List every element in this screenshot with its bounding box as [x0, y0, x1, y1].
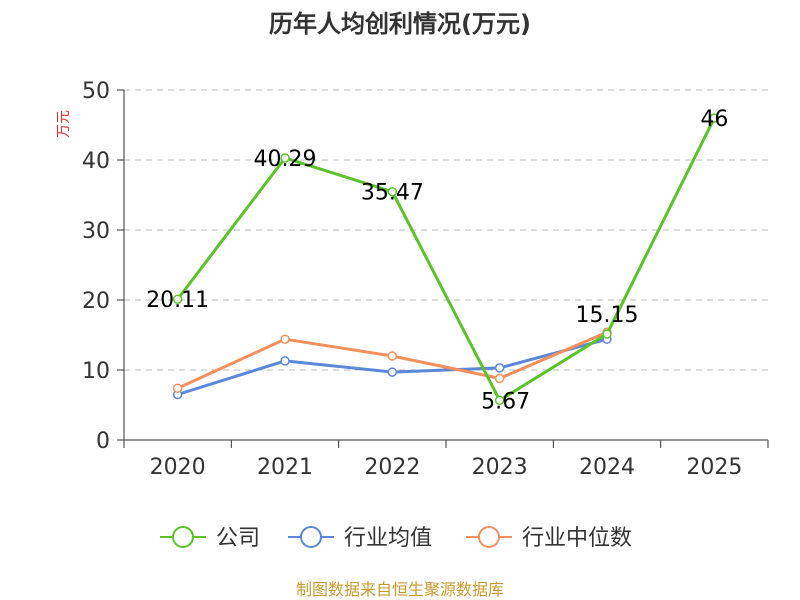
- data-point: [280, 356, 290, 366]
- data-point: [602, 329, 612, 339]
- legend-item[interactable]: 公司: [160, 526, 260, 551]
- data-point: [172, 294, 183, 304]
- data-point: [494, 373, 505, 384]
- legend-label: 行业均值: [344, 526, 432, 551]
- data-label: 40.29: [254, 147, 317, 172]
- data-point: [387, 367, 398, 377]
- legend-marker-icon: [300, 526, 322, 548]
- y-tick-label: 40: [82, 149, 110, 174]
- series-line: [177, 337, 608, 396]
- data-label: 20.11: [146, 288, 209, 313]
- legend-label: 行业中位数: [522, 526, 632, 551]
- data-label: 46: [700, 107, 728, 132]
- data-label: 5.67: [481, 389, 530, 414]
- source-note: 制图数据来自恒生聚源数据库: [296, 580, 504, 599]
- data-point: [280, 334, 290, 344]
- series-1: [172, 334, 612, 400]
- axes: 0 10 20 30 40 50 2020 2021 2022 2023 2024 2025: [82, 79, 769, 480]
- legend-marker-icon: [172, 526, 194, 548]
- legend-label: 公司: [216, 526, 260, 551]
- series-2: [172, 327, 612, 393]
- series-0: [172, 113, 720, 406]
- series: [172, 113, 720, 406]
- data-point: [494, 395, 505, 406]
- x-tick-label: 2021: [257, 455, 313, 480]
- legend-item[interactable]: 行业中位数: [466, 526, 632, 551]
- data-point: [494, 363, 505, 373]
- x-tick-label: 2020: [150, 455, 206, 480]
- y-tick-label: 20: [82, 289, 110, 314]
- y-tick-label: 10: [82, 359, 110, 384]
- data-point: [387, 186, 398, 197]
- chart-title: 历年人均创利情况(万元): [269, 10, 531, 38]
- data-point: [387, 351, 398, 361]
- y-tick-label: 30: [82, 219, 110, 244]
- data-point: [709, 113, 720, 123]
- legend: 公司 行业均值 行业中位数: [160, 526, 632, 551]
- y-tick-label: 50: [82, 79, 110, 104]
- y-axis-label: 万元: [56, 110, 72, 138]
- series-line: [176, 117, 716, 402]
- grid: [124, 89, 768, 371]
- data-point: [172, 383, 183, 393]
- x-tick-label: 2023: [472, 455, 528, 480]
- y-tick-label: 0: [96, 429, 110, 454]
- x-tick-label: 2022: [364, 455, 420, 480]
- legend-marker-icon: [478, 526, 500, 548]
- data-label: 35.47: [361, 181, 424, 206]
- x-tick-label: 2025: [686, 455, 742, 480]
- legend-item[interactable]: 行业均值: [288, 526, 432, 551]
- data-point: [280, 153, 290, 163]
- x-tick-label: 2024: [579, 455, 635, 480]
- data-label: 15.15: [576, 303, 639, 328]
- data-labels: 20.11 40.29 35.47 5.67 15.15 46: [146, 107, 728, 414]
